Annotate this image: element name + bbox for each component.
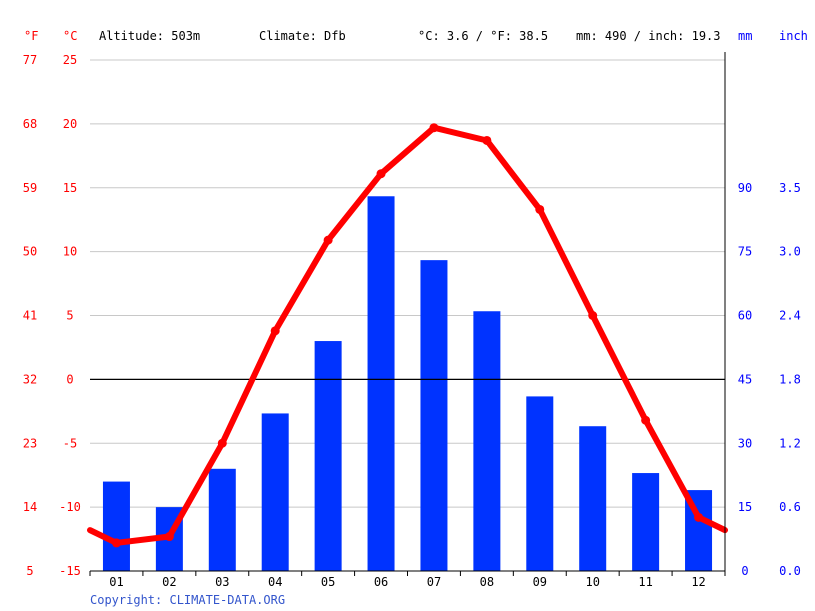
fahrenheit-tick-label: 5 — [26, 564, 33, 578]
inch-tick-label: 2.4 — [779, 309, 801, 323]
precipitation-bar — [473, 311, 501, 571]
mm-tick-label: 75 — [738, 245, 752, 259]
month-label: 10 — [585, 575, 599, 589]
precipitation-bar — [102, 481, 130, 571]
precipitation-bars — [102, 196, 713, 571]
mm-tick-label: 90 — [738, 181, 752, 195]
gridlines — [90, 59, 725, 508]
temperature-point — [217, 438, 227, 448]
month-label: 09 — [533, 575, 547, 589]
temperature-point — [429, 123, 439, 133]
temperature-point — [535, 204, 545, 214]
temperature-point — [641, 415, 651, 425]
month-label: 04 — [268, 575, 282, 589]
temperature-point — [694, 512, 704, 522]
inch-tick-label: 3.0 — [779, 245, 801, 259]
inch-tick-label: 1.8 — [779, 372, 801, 386]
precipitation-bar — [526, 396, 554, 571]
temperature-point — [270, 326, 280, 336]
precipitation-bar — [314, 341, 342, 571]
precipitation-bar — [632, 473, 660, 571]
celsius-unit-label: °C — [63, 29, 77, 43]
mm-unit-label: mm — [738, 29, 752, 43]
celsius-tick-label: 15 — [63, 181, 77, 195]
climate-label: Climate: Dfb — [259, 29, 346, 43]
month-label: 07 — [427, 575, 441, 589]
fahrenheit-tick-label: 50 — [23, 245, 37, 259]
mm-tick-label: 60 — [738, 309, 752, 323]
copyright-label: Copyright: CLIMATE-DATA.ORG — [90, 593, 285, 607]
celsius-tick-label: -15 — [59, 564, 81, 578]
fahrenheit-tick-label: 68 — [23, 117, 37, 131]
fahrenheit-tick-label: 59 — [23, 181, 37, 195]
fahrenheit-tick-label: 77 — [23, 53, 37, 67]
month-label: 05 — [321, 575, 335, 589]
temperature-point — [111, 538, 121, 548]
temperature-point — [482, 135, 492, 145]
month-label: 03 — [215, 575, 229, 589]
precipitation-total-label: mm: 490 / inch: 19.3 — [576, 29, 721, 43]
precipitation-bar — [208, 468, 236, 571]
average-temperature-label: °C: 3.6 / °F: 38.5 — [418, 29, 548, 43]
fahrenheit-unit-label: °F — [24, 29, 38, 43]
celsius-tick-label: -10 — [59, 500, 81, 514]
mm-tick-label: 45 — [738, 372, 752, 386]
celsius-tick-label: -5 — [63, 436, 77, 450]
month-label: 12 — [691, 575, 705, 589]
temperature-point — [323, 235, 333, 245]
fahrenheit-tick-label: 41 — [23, 309, 37, 323]
temperature-point — [164, 532, 174, 542]
celsius-tick-label: 25 — [63, 53, 77, 67]
inch-unit-label: inch — [779, 29, 808, 43]
month-label: 08 — [480, 575, 494, 589]
month-label: 11 — [638, 575, 652, 589]
temperature-point — [376, 169, 386, 179]
precipitation-bar — [261, 413, 289, 571]
fahrenheit-tick-label: 14 — [23, 500, 37, 514]
fahrenheit-tick-label: 23 — [23, 436, 37, 450]
mm-tick-label: 30 — [738, 436, 752, 450]
precipitation-bar — [367, 196, 395, 571]
fahrenheit-tick-label: 32 — [23, 372, 37, 386]
inch-tick-label: 0.0 — [779, 564, 801, 578]
month-label: 02 — [162, 575, 176, 589]
temperature-series-line — [87, 124, 728, 546]
axes — [89, 52, 726, 576]
celsius-tick-label: 0 — [66, 372, 73, 386]
month-label: 01 — [109, 575, 123, 589]
precipitation-bar — [579, 426, 607, 571]
precipitation-bar — [420, 260, 448, 571]
inch-tick-label: 1.2 — [779, 436, 801, 450]
inch-tick-label: 0.6 — [779, 500, 801, 514]
inch-tick-label: 3.5 — [779, 181, 801, 195]
celsius-tick-label: 20 — [63, 117, 77, 131]
celsius-tick-label: 5 — [66, 309, 73, 323]
celsius-tick-label: 10 — [63, 245, 77, 259]
temperature-line — [87, 123, 728, 548]
temperature-point — [588, 311, 598, 320]
month-label: 06 — [374, 575, 388, 589]
mm-tick-label: 0 — [741, 564, 748, 578]
altitude-label: Altitude: 503m — [99, 29, 200, 43]
mm-tick-label: 15 — [738, 500, 752, 514]
